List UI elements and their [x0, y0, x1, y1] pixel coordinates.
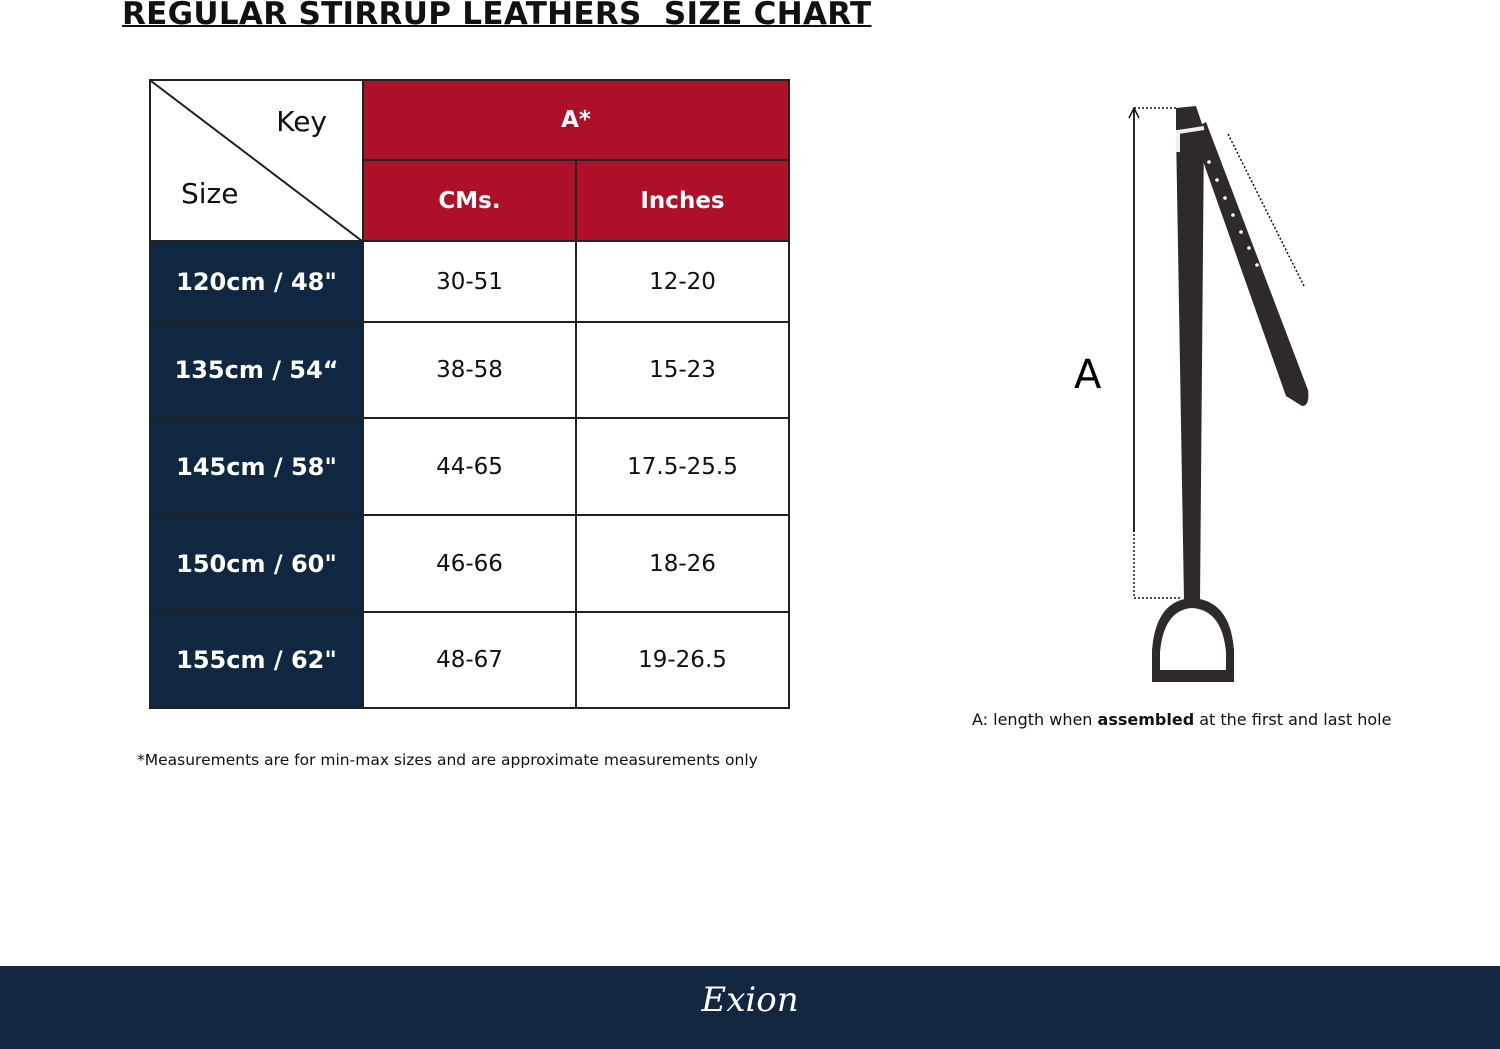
table-row: 155cm / 62" 48-67 19-26.5	[149, 611, 790, 709]
corner-size-label: Size	[181, 177, 239, 210]
inches-cell: 19-26.5	[575, 611, 790, 709]
caption-text: A: length when	[972, 710, 1098, 729]
cms-cell: 38-58	[362, 321, 577, 419]
table-row: 150cm / 60" 46-66 18-26	[149, 514, 790, 613]
diagram-caption: A: length when assembled at the first an…	[972, 710, 1391, 729]
size-cell: 145cm / 58"	[149, 417, 364, 516]
caption-bold: assembled	[1097, 710, 1195, 729]
cms-cell: 46-66	[362, 514, 577, 613]
column-header-cms: CMs.	[362, 159, 577, 242]
page-title: REGULAR STIRRUP LEATHERS SIZE CHART	[122, 0, 872, 32]
leather-tail	[1192, 122, 1309, 406]
caption-text: at the first and last hole	[1194, 710, 1392, 729]
corner-key-cell: Key Size	[149, 79, 364, 242]
size-cell: 150cm / 60"	[149, 514, 364, 613]
size-cell: 155cm / 62"	[149, 611, 364, 709]
cms-cell: 30-51	[362, 240, 577, 323]
table-row: 135cm / 54“ 38-58 15-23	[149, 321, 790, 419]
footer-bar: Exion	[0, 966, 1500, 1049]
stirrup-leather-diagram: A	[1074, 106, 1309, 682]
diagram-label-a: A	[1074, 352, 1102, 398]
inches-cell: 12-20	[575, 240, 790, 323]
diagonal-divider	[151, 81, 362, 241]
adjustment-arrow	[1227, 133, 1305, 287]
inches-cell: 18-26	[575, 514, 790, 613]
buckle-icon	[1176, 126, 1205, 152]
footnote: *Measurements are for min-max sizes and …	[137, 751, 758, 769]
corner-key-label: Key	[276, 105, 327, 138]
inches-cell: 15-23	[575, 321, 790, 419]
column-header-inches: Inches	[575, 159, 790, 242]
table-row: 120cm / 48" 30-51 12-20	[149, 240, 790, 323]
size-cell: 120cm / 48"	[149, 240, 364, 323]
cms-cell: 48-67	[362, 611, 577, 709]
size-chart-table: Key Size A* CMs. Inches 120cm / 48" 30-5…	[149, 79, 790, 709]
size-cell: 135cm / 54“	[149, 321, 364, 419]
leather-strap	[1176, 106, 1204, 600]
group-header-a: A*	[362, 79, 790, 161]
inches-cell: 17.5-25.5	[575, 417, 790, 516]
cms-cell: 44-65	[362, 417, 577, 516]
table-row: 145cm / 58" 44-65 17.5-25.5	[149, 417, 790, 516]
exion-logo: Exion	[701, 980, 799, 1020]
